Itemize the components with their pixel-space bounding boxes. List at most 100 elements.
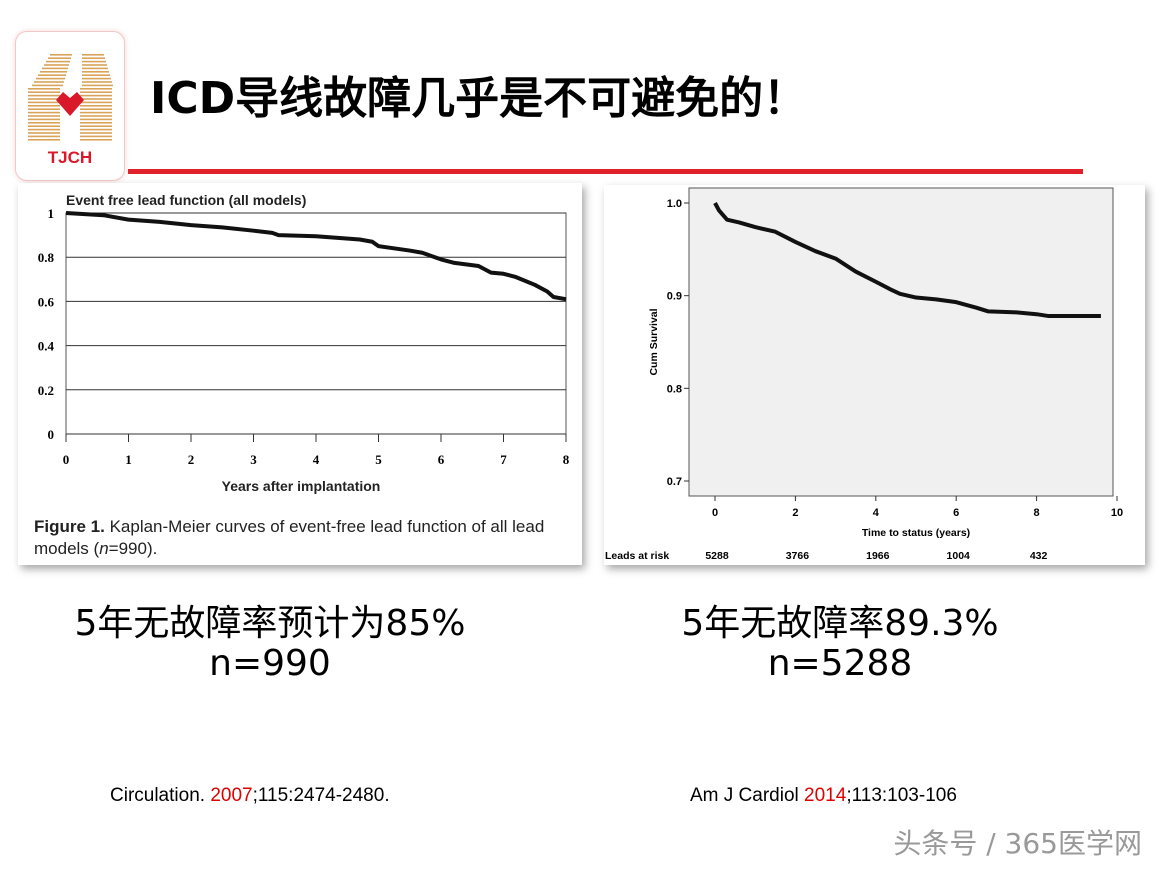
logo-stripe: [50, 54, 72, 56]
y-tick-label: 1.0: [667, 198, 682, 210]
logo-stripe: [32, 84, 63, 87]
right-summary: 5年无故障率89.3% n=5288: [610, 604, 1070, 684]
logo-stripe: [80, 135, 112, 138]
logo-stripe: [28, 122, 60, 124]
logo-stripe: [82, 71, 109, 73]
logo-stripe: [80, 128, 112, 131]
chart-panel-left: Event free lead function (all models) 0 0.…: [18, 183, 582, 565]
caption-text: Kaplan-Meier curves of event-free lead f…: [34, 517, 545, 558]
logo-stripe: [82, 84, 113, 87]
right-summary-rate: 5年无故障率89.3%: [681, 603, 999, 644]
chart-panel-right: 0.7 0.8 0.9 1.0 0 2 4 6 8 10 Time to status (years…: [604, 185, 1145, 565]
y-tick-label: 0.4: [38, 339, 55, 354]
logo-stripe: [82, 81, 112, 83]
x-tick-label: 8: [1034, 507, 1040, 519]
logo-stripe: [28, 125, 60, 127]
tjch-logo: TJCH: [15, 31, 125, 181]
kaplan-meier-chart-right: 0.7 0.8 0.9 1.0 0 2 4 6 8 10 Time to status (years…: [605, 187, 1123, 562]
citation-year: 2014: [804, 785, 847, 806]
x-tick-label: 7: [500, 452, 507, 467]
logo-stripe: [44, 64, 69, 66]
logo-stripe: [80, 108, 112, 110]
logo-stripe: [80, 94, 112, 97]
x-tick-label: 2: [188, 452, 195, 467]
logo-stripe: [28, 111, 60, 114]
logo-stripe: [80, 132, 112, 134]
left-summary-rate: 5年无故障率预计为85%: [74, 603, 466, 644]
logo-stripe: [42, 67, 68, 70]
logo-stripe: [28, 101, 60, 104]
left-summary: 5年无故障率预计为85% n=990: [40, 604, 500, 684]
risk-value: 432: [1030, 550, 1048, 562]
logo-stripe: [28, 91, 60, 93]
y-tick-label: 0.9: [667, 291, 682, 303]
logo-stripe: [80, 88, 112, 90]
logo-stripe: [80, 125, 112, 127]
y-tick-label: 0.6: [38, 294, 55, 309]
x-tick-label: 3: [250, 452, 257, 467]
y-tick-label: 0.7: [667, 476, 682, 488]
survival-curve: [65, 211, 567, 302]
logo-stripe: [82, 64, 107, 66]
title-divider: [128, 169, 1083, 174]
plot-frame: [688, 187, 1114, 497]
logo-stripe: [28, 135, 60, 138]
x-tick-label: 2: [792, 507, 798, 519]
y-tick-label: 0.2: [38, 383, 54, 398]
x-tick-label: 10: [1111, 507, 1123, 519]
x-tick-label: 4: [873, 507, 880, 519]
logo-stripe: [82, 74, 110, 76]
citation-journal: Am J Cardiol: [690, 785, 805, 806]
x-tick-label: 6: [438, 452, 445, 467]
x-tick-label: 4: [313, 452, 320, 467]
citation-volume: ;115:2474-2480.: [252, 785, 390, 806]
logo-stripe: [48, 57, 71, 59]
x-tick-label: 0: [712, 507, 718, 519]
logo-stripe: [80, 115, 112, 117]
logo-stripe: [80, 118, 112, 121]
y-tick-label: 0: [48, 427, 55, 442]
x-tick-label: 0: [63, 452, 70, 467]
left-citation: Circulation. 2007;115:2474-2480.: [110, 785, 390, 807]
logo-stripe: [38, 74, 66, 76]
citation-year: 2007: [210, 785, 253, 806]
risk-value: 1004: [947, 550, 971, 562]
logo-stripe: [82, 60, 106, 63]
x-axis-label: Time to status (years): [862, 527, 970, 539]
y-tick-label: 0.8: [38, 250, 55, 265]
logo-stripe: [28, 88, 60, 90]
figure-caption: Figure 1. Kaplan-Meier curves of event-f…: [34, 516, 574, 560]
plot-frame: [65, 212, 567, 435]
citation-journal: Circulation.: [110, 785, 211, 806]
logo-stripe: [34, 81, 64, 83]
x-tick-label: 8: [563, 452, 570, 467]
logo-stripe: [80, 91, 112, 93]
logo-stripe: [80, 101, 112, 104]
y-tick-label: 1: [48, 206, 55, 221]
risk-value: 3766: [786, 550, 810, 562]
watermark: 头条号 / 365医学网: [893, 827, 1142, 860]
x-tick-label: 1: [125, 452, 132, 467]
logo-stripe: [80, 98, 112, 100]
logo-stripe: [28, 105, 60, 107]
logo-stripe: [28, 108, 60, 110]
logo-stripe: [80, 111, 112, 114]
logo-stripe: [82, 57, 105, 59]
risk-value: 5288: [705, 550, 729, 562]
chart-title: Event free lead function (all models): [66, 192, 306, 208]
logo-stripe: [28, 98, 60, 100]
right-summary-n: n=5288: [767, 643, 913, 684]
right-citation: Am J Cardiol 2014;113:103-106: [690, 785, 957, 807]
logo-stripe: [82, 54, 104, 56]
logo-stripe: [28, 128, 60, 131]
logo-stripe: [80, 139, 112, 141]
logo-graphic: TJCH: [28, 54, 113, 167]
risk-table-label: Leads at risk: [605, 550, 669, 562]
slide-title: ICD导线故障几乎是不可避免的！: [150, 73, 808, 124]
x-axis-label: Years after implantation: [222, 478, 381, 494]
x-tick-label: 6: [953, 507, 959, 519]
logo-stripe: [28, 115, 60, 117]
logo-stripe: [36, 77, 65, 80]
logo-stripe: [28, 94, 60, 97]
